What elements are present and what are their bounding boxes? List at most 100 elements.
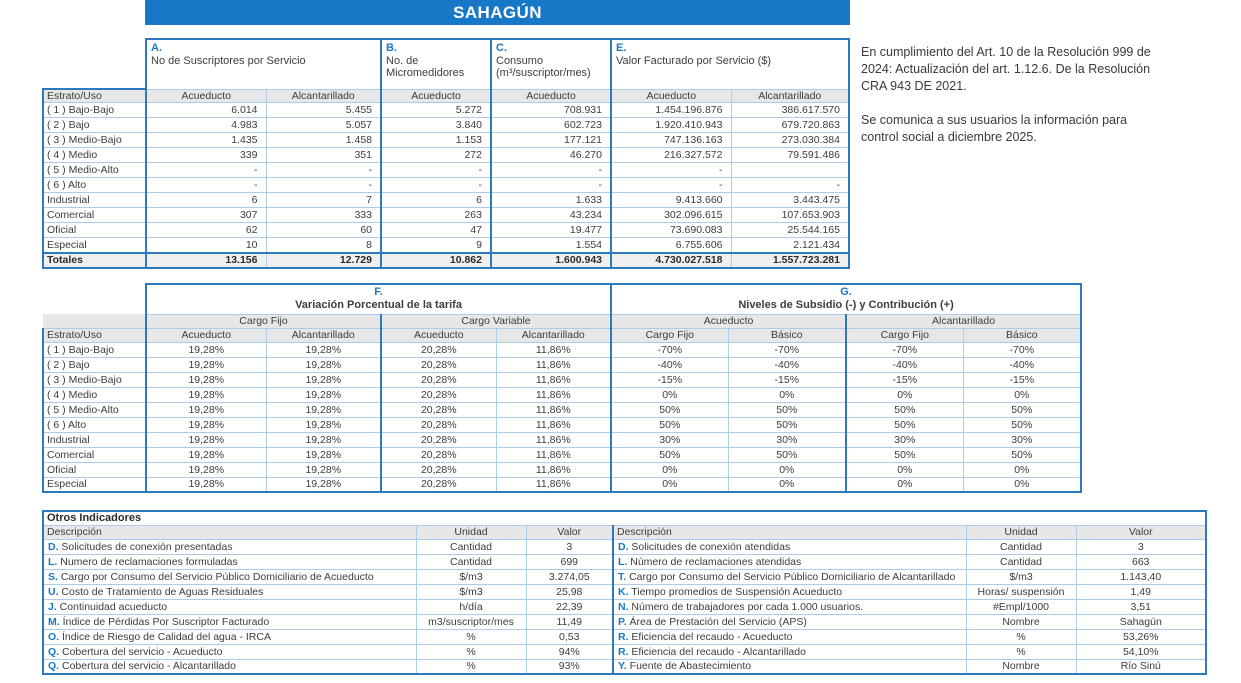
indicator-description: T. Cargo por Consumo del Servicio Públic… [612,568,967,585]
table-row: ( 1 ) Bajo-Bajo 6.014 5.455 5.272 708.931 1.4… [42,102,850,118]
value-cell: 60 [265,222,382,238]
value-cell: 0% [727,461,847,478]
section-f-header: F. Variación Porcentual de la tarifa [144,283,612,315]
value-cell: 19,28% [265,416,382,433]
col-header: Descripción [612,524,967,540]
value-cell: 9 [380,237,492,253]
table-row: O. Índice de Riesgo de Calidad del agua … [42,628,1208,645]
value-cell: 50% [962,416,1083,433]
totals-row: Totales 13.156 12.729 10.862 1.600.943 4.730.… [42,251,850,269]
indicator-description: R. Eficiencia del recaudo - Acueducto [612,628,967,645]
indicator-description: P. Área de Prestación del Servicio (APS) [612,613,967,630]
value-cell: - [490,162,612,178]
indicator-description: Q. Cobertura del servicio - Acueducto [42,643,417,660]
value-cell: 11,86% [495,431,612,448]
section-c-header: C. Consumo (m³/suscriptor/mes) [490,38,612,90]
value-cell: 19,28% [265,386,382,403]
indicator-description: K. Tiempo promedios de Suspensión Acuedu… [612,583,967,600]
indicator-letter: L. [618,555,628,568]
value-cell: 62 [145,222,267,238]
row-label: Comercial [42,446,147,463]
totals-label: Totales [42,251,147,269]
value-cell: 6.014 [145,102,267,118]
value-cell: 50% [727,446,847,463]
col-header: Valor [1075,524,1208,540]
value-cell: 0% [610,476,729,493]
indicator-value: 93% [525,658,614,675]
indicator-value: 3 [525,538,614,555]
total-value: 4.730.027.518 [610,251,732,269]
indicator-value: 3,51 [1075,598,1208,615]
indicator-unit: Cantidad [415,553,527,570]
indicator-unit: $/m3 [415,583,527,600]
indicator-letter: L. [48,555,58,568]
value-cell: 19,28% [265,476,382,493]
value-cell: 19,28% [145,416,267,433]
row-label: ( 3 ) Medio-Bajo [42,371,147,388]
value-cell: 3.443.475 [730,192,850,208]
value-cell: 73.690.083 [610,222,732,238]
value-cell: 0% [962,386,1083,403]
value-cell: 20,28% [380,431,497,448]
col-header: Básico [727,327,847,343]
value-cell: 20,28% [380,356,497,373]
table-row: ( 3 ) Medio-Bajo 19,28% 19,28% 20,28% 11,86%… [42,371,1083,388]
value-cell: 307 [145,207,267,223]
value-cell [730,162,850,178]
col-header: Acueducto [145,88,267,103]
table-row: ( 4 ) Medio 339 351 272 46.270 216.327.572 79.… [42,147,850,163]
table-row: Industrial 6 7 6 1.633 9.413.660 3.443.475 [42,192,850,208]
value-cell: 0% [610,386,729,403]
value-cell: 11,86% [495,461,612,478]
indicator-unit: Cantidad [415,538,527,555]
indicator-unit: Cantidad [965,553,1077,570]
col-header: Alcantarillado [265,327,382,343]
value-cell: 9.413.660 [610,192,732,208]
value-cell: 19,28% [145,356,267,373]
section-header-row: A. No de Suscriptores por Servicio B. No. … [43,38,850,90]
indicator-unit: Cantidad [965,538,1077,555]
indicator-unit: Nombre [965,658,1077,675]
value-cell: -40% [962,356,1083,373]
value-cell: 50% [962,446,1083,463]
section-g-header: G. Niveles de Subsidio (-) y Contribución… [610,283,1083,315]
value-cell: 50% [610,401,729,418]
col-header: Alcantarillado [265,88,382,103]
indicator-value: 0,53 [525,628,614,645]
col-header: Alcantarillado [495,327,612,343]
value-cell: 50% [727,416,847,433]
compliance-note: En cumplimiento del Art. 10 de la Resolu… [861,44,1161,146]
indicator-letter: Q. [48,660,60,673]
total-value: 12.729 [265,251,382,269]
value-cell: 20,28% [380,386,497,403]
col-header: Acueducto [380,327,497,343]
value-cell: 11,86% [495,341,612,358]
value-cell: - [265,162,382,178]
value-cell: 2.121.434 [730,237,850,253]
value-cell: -15% [845,371,964,388]
value-cell: 19,28% [265,371,382,388]
indicator-letter: K. [618,585,629,598]
row-label: ( 6 ) Alto [42,416,147,433]
value-cell: 1.458 [265,132,382,148]
row-label: ( 2 ) Bajo [42,356,147,373]
indicator-unit: % [415,658,527,675]
row-label: ( 2 ) Bajo [42,117,147,133]
indicator-description: R. Eficiencia del recaudo - Alcantarilla… [612,643,967,660]
value-cell: 50% [610,416,729,433]
table-row: ( 6 ) Alto 19,28% 19,28% 20,28% 11,86% 50% 50%… [42,416,1083,433]
spacer-cell [43,314,146,328]
group-header: Acueducto [610,313,847,329]
col-header: Acueducto [610,88,732,103]
value-cell: 1.920.410.943 [610,117,732,133]
section-header-row: F. Variación Porcentual de la tarifa G. Ni… [43,283,1083,315]
value-cell: - [145,177,267,193]
table-row: D. Solicitudes de conexión presentadas Ca… [42,538,1208,555]
value-cell: 19,28% [265,356,382,373]
total-value: 13.156 [145,251,267,269]
section-letter: B. [386,42,397,54]
value-cell: -15% [727,371,847,388]
indicator-unit: $/m3 [965,568,1077,585]
table-row: L. Numero de reclamaciones formuladas Can… [42,553,1208,570]
indicator-unit: m3/suscriptor/mes [415,613,527,630]
